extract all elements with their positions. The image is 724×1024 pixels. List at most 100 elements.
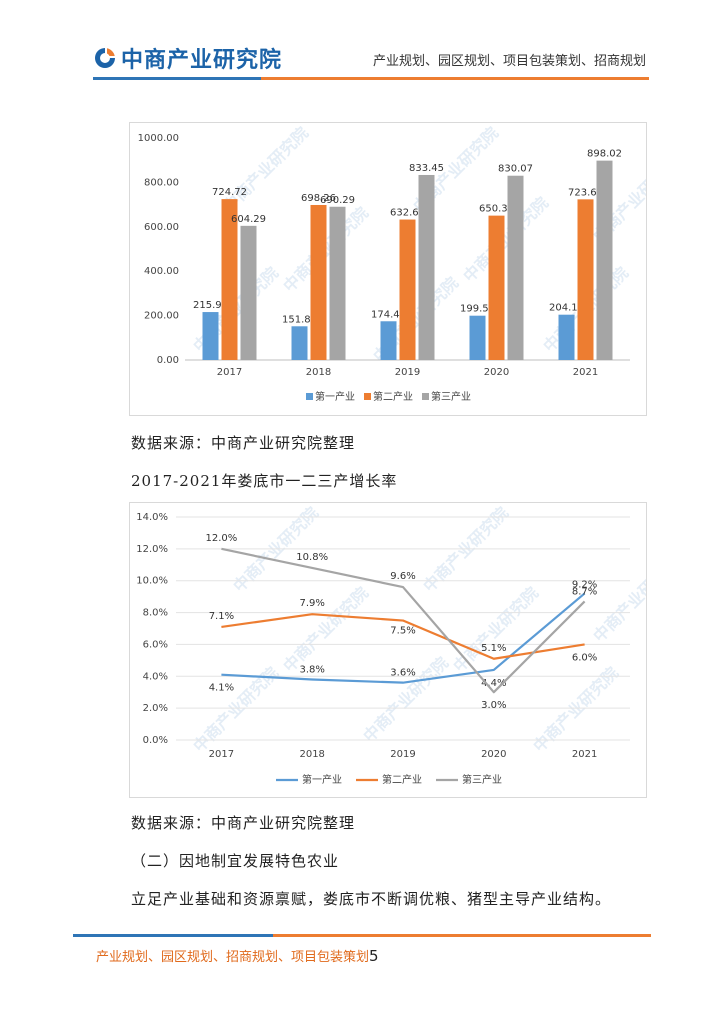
bar-chart: 中商产业研究院中商产业研究院中商产业研究院中商产业研究院中商产业研究院中商产业研…	[138, 123, 646, 403]
x-tick-label: 2021	[572, 749, 597, 760]
data-label: 7.9%	[299, 598, 324, 609]
x-tick-label: 2019	[390, 749, 415, 760]
legend-swatch-第三产业	[422, 393, 429, 400]
x-tick-label: 2017	[209, 749, 234, 760]
series-line-第二产业	[221, 613, 585, 660]
y-tick-label: 6.0%	[143, 639, 168, 650]
bar-第二产业-2020	[488, 215, 505, 360]
legend-label: 第一产业	[315, 390, 355, 403]
bar-第一产业-2019	[380, 321, 397, 360]
bar-第三产业-2019	[418, 174, 435, 360]
legend-label: 第二产业	[373, 390, 413, 403]
bar-第一产业-2018	[291, 326, 308, 360]
data-label: 199.55	[460, 304, 495, 315]
x-tick-label: 2018	[306, 367, 331, 378]
y-tick-label: 14.0%	[136, 512, 168, 523]
data-label: 698.26	[301, 193, 336, 204]
y-tick-label: 0.0%	[143, 735, 168, 746]
legend-label: 第二产业	[382, 773, 422, 786]
chart1-source: 数据来源：中商产业研究院整理	[131, 434, 356, 452]
data-label: 723.65	[568, 187, 603, 198]
data-label: 5.1%	[481, 643, 506, 654]
data-label: 6.0%	[572, 652, 597, 663]
data-label: 10.8%	[296, 552, 328, 563]
x-tick-label: 2020	[484, 367, 509, 378]
header-rule-blue	[93, 77, 261, 80]
x-tick-label: 2018	[299, 749, 324, 760]
data-label: 7.5%	[390, 626, 415, 637]
footer-rule-blue	[73, 934, 273, 937]
data-label: 215.96	[193, 300, 228, 311]
chart2-source: 数据来源：中商产业研究院整理	[131, 814, 356, 832]
watermark-1: 中商产业研究院	[279, 583, 372, 676]
bar-第三产业-2020	[507, 175, 524, 360]
watermark-5: 中商产业研究院	[589, 553, 646, 646]
footer: 产业规划、园区规划、招商规划、项目包装策划5	[96, 946, 379, 965]
y-tick-label: 1000.00	[138, 133, 179, 144]
data-label: 9.6%	[390, 571, 415, 582]
section-heading: （二）因地制宜发展特色农业	[131, 852, 340, 870]
bar-第二产业-2017	[221, 199, 238, 360]
y-tick-label: 0.00	[157, 355, 179, 366]
y-tick-label: 600.00	[144, 222, 179, 233]
data-label: 3.6%	[390, 668, 415, 679]
logo: 中商产业研究院	[93, 42, 282, 74]
bar-第三产业-2018	[329, 206, 346, 360]
data-label: 4.4%	[481, 678, 506, 689]
watermark-3: 中商产业研究院	[449, 583, 542, 676]
bar-第一产业-2017	[202, 312, 219, 360]
legend-swatch-第二产业	[364, 393, 371, 400]
logo-mark-icon	[93, 46, 117, 70]
bar-第二产业-2021	[577, 199, 594, 360]
bar-第一产业-2020	[469, 315, 486, 360]
series-line-第一产业	[221, 592, 586, 684]
x-tick-label: 2021	[573, 367, 598, 378]
data-label: 724.72	[212, 187, 247, 198]
data-label: 4.1%	[209, 683, 234, 694]
y-tick-label: 800.00	[144, 177, 179, 188]
data-label: 151.87	[282, 314, 317, 325]
legend-label: 第三产业	[462, 773, 502, 786]
line-chart: 中商产业研究院中商产业研究院中商产业研究院中商产业研究院中商产业研究院中商产业研…	[136, 503, 646, 786]
data-label: 690.29	[320, 195, 355, 206]
bar-第三产业-2021	[596, 160, 613, 360]
watermark-4: 中商产业研究院	[529, 663, 622, 756]
data-label: 898.02	[587, 149, 622, 160]
footer-rule-orange	[273, 934, 651, 937]
y-tick-label: 200.00	[144, 311, 179, 322]
data-label: 12.0%	[206, 533, 238, 544]
legend-swatch-第一产业	[306, 393, 313, 400]
line-chart-container: 中商产业研究院 中商产业研究院 中商产业研究院 中商产业研究院 中商产业研究院 中商产业研…	[129, 502, 647, 798]
y-tick-label: 400.00	[144, 266, 179, 277]
data-label: 9.2%	[572, 579, 597, 590]
page-number: 5	[369, 947, 379, 965]
y-tick-label: 4.0%	[143, 671, 168, 682]
data-label: 604.29	[231, 214, 266, 225]
x-tick-label: 2020	[481, 749, 506, 760]
bar-第一产业-2021	[558, 314, 575, 360]
logo-text: 中商产业研究院	[121, 48, 283, 73]
data-label: 833.45	[409, 163, 444, 174]
body-paragraph: 立足产业基础和资源禀赋，娄底市不断调优粮、猪型主导产业结构。	[131, 890, 612, 908]
legend-label: 第一产业	[302, 773, 342, 786]
y-tick-label: 10.0%	[136, 576, 168, 587]
bar-第三产业-2017	[240, 225, 257, 360]
header-rule-orange	[261, 77, 649, 80]
data-label: 174.44	[371, 309, 406, 320]
bar-第二产业-2019	[399, 219, 416, 360]
x-tick-label: 2019	[395, 367, 420, 378]
footer-text: 产业规划、园区规划、招商规划、项目包装策划	[96, 950, 370, 965]
header-tagline: 产业规划、园区规划、项目包装策划、招商规划	[372, 54, 646, 69]
data-label: 632.69	[390, 208, 425, 219]
data-label: 3.0%	[481, 700, 506, 711]
data-label: 830.07	[498, 164, 533, 175]
y-tick-label: 8.0%	[143, 608, 168, 619]
y-tick-label: 12.0%	[136, 544, 168, 555]
bar-第二产业-2018	[310, 204, 327, 360]
data-label: 204.10	[549, 303, 584, 314]
legend-label: 第三产业	[431, 390, 471, 403]
data-label: 7.1%	[209, 611, 234, 622]
data-label: 650.32	[479, 204, 514, 215]
series-line-第三产业	[221, 547, 586, 694]
y-tick-label: 2.0%	[143, 703, 168, 714]
